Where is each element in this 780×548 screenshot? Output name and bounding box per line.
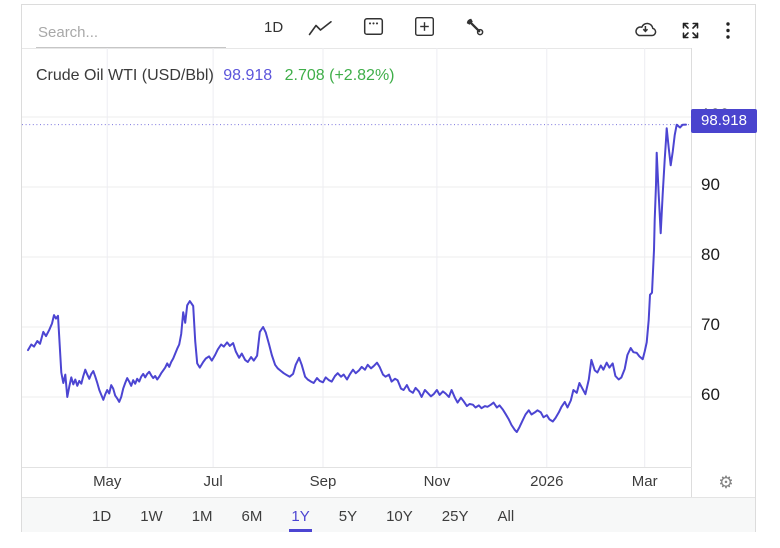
range-button-10y[interactable]: 10Y bbox=[384, 505, 415, 532]
x-axis-label: Nov bbox=[423, 473, 451, 490]
chart-widget: 1D bbox=[21, 4, 757, 532]
calendar-icon[interactable] bbox=[361, 14, 386, 39]
interval-button[interactable]: 1D bbox=[264, 19, 284, 36]
toolbar: 1D bbox=[22, 5, 730, 49]
y-axis-label: 90 bbox=[701, 175, 720, 194]
price-line-series bbox=[27, 123, 687, 433]
x-axis-label: May bbox=[93, 473, 122, 490]
last-price: 98.918 bbox=[223, 67, 273, 84]
x-axis-line bbox=[22, 467, 692, 468]
range-button-25y[interactable]: 25Y bbox=[440, 505, 471, 532]
wrench-icon[interactable] bbox=[462, 14, 487, 39]
plus-square-icon[interactable] bbox=[412, 14, 437, 39]
plot-right-border bbox=[691, 48, 692, 497]
y-axis-label: 70 bbox=[701, 315, 720, 334]
expand-icon[interactable] bbox=[678, 18, 703, 43]
x-axis-label: Mar bbox=[631, 473, 658, 490]
instrument-name: Crude Oil WTI (USD/Bbl) bbox=[36, 67, 214, 84]
price-change: 2.708 (+2.82%) bbox=[284, 67, 395, 84]
range-button-1w[interactable]: 1W bbox=[138, 505, 165, 532]
range-button-all[interactable]: All bbox=[496, 505, 517, 532]
y-axis-label: 80 bbox=[701, 245, 720, 264]
range-button-1m[interactable]: 1M bbox=[190, 505, 215, 532]
kebab-menu-icon[interactable] bbox=[722, 18, 734, 43]
x-axis-label: Jul bbox=[203, 473, 223, 490]
range-button-1y[interactable]: 1Y bbox=[289, 505, 312, 532]
cloud-download-icon[interactable] bbox=[630, 17, 661, 40]
x-axis-label: Sep bbox=[309, 473, 337, 490]
y-axis-label: 60 bbox=[701, 385, 720, 404]
price-chart[interactable] bbox=[22, 48, 691, 467]
range-button-1d[interactable]: 1D bbox=[90, 505, 113, 532]
line-chart-icon[interactable] bbox=[306, 18, 335, 39]
range-selector: 1D 1W 1M 6M 1Y 5Y 10Y 25Y All bbox=[22, 497, 755, 532]
range-button-5y[interactable]: 5Y bbox=[337, 505, 359, 532]
gridlines bbox=[22, 48, 691, 467]
search-input[interactable] bbox=[36, 17, 226, 48]
quote-header: Crude Oil WTI (USD/Bbl) 98.918 2.708 (+2… bbox=[36, 67, 395, 85]
range-button-6m[interactable]: 6M bbox=[240, 505, 265, 532]
x-axis-label: 2026 bbox=[530, 473, 564, 490]
gear-icon[interactable]: ⚙ bbox=[712, 469, 740, 495]
last-price-badge: 98.918 bbox=[691, 109, 757, 133]
